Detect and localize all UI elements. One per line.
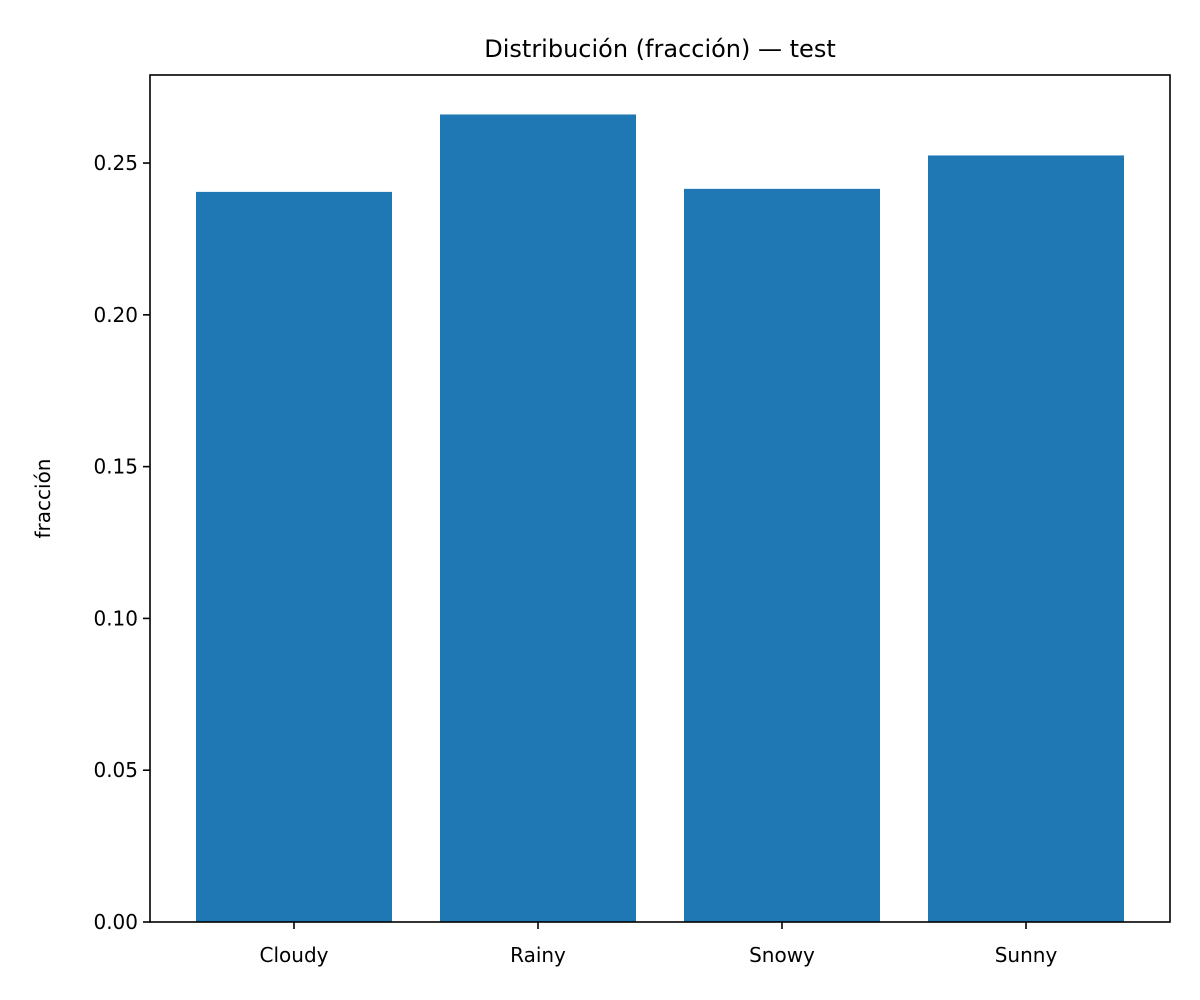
y-tick-label: 0.05 xyxy=(93,758,138,782)
y-tick-label: 0.00 xyxy=(93,910,138,934)
x-tick-label: Cloudy xyxy=(260,943,329,967)
bar-rainy xyxy=(440,114,636,923)
y-tick-label: 0.25 xyxy=(93,151,138,175)
y-tick-label: 0.10 xyxy=(93,606,138,630)
x-tick-label: Rainy xyxy=(510,943,566,967)
y-axis-label: fracción xyxy=(31,459,55,539)
plot-frame xyxy=(149,74,1171,923)
y-tick-label: 0.15 xyxy=(93,455,138,479)
bars-layer xyxy=(196,114,1124,923)
x-tick-label: Snowy xyxy=(749,943,815,967)
bar-snowy xyxy=(684,188,880,922)
chart-title: Distribución (fracción) — test xyxy=(484,35,835,63)
y-axis: 0.00 0.05 0.10 0.15 0.20 0.25 xyxy=(93,151,150,934)
x-axis: Cloudy Rainy Snowy Sunny xyxy=(260,922,1058,967)
bar-sunny xyxy=(928,155,1124,922)
x-tick-label: Sunny xyxy=(995,943,1058,967)
y-tick-label: 0.20 xyxy=(93,303,138,327)
bar-cloudy xyxy=(196,191,392,922)
